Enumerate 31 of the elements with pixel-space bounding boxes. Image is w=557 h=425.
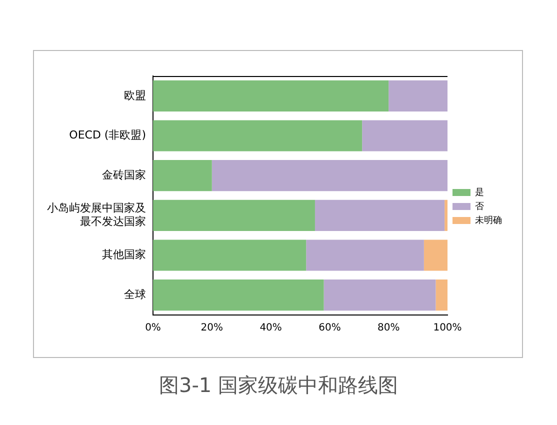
bar (153, 200, 315, 231)
bar (362, 120, 448, 152)
bar (314, 200, 445, 231)
bar (153, 160, 212, 192)
bar (324, 280, 436, 311)
x-tick-label: 60% (318, 322, 341, 334)
bar (424, 240, 448, 271)
y-tick-label: 金砖国家 (102, 168, 146, 182)
bar (436, 280, 448, 311)
bar (212, 160, 448, 192)
x-tick-label: 20% (200, 322, 224, 334)
bar (444, 200, 448, 231)
legend-label: 否 (475, 202, 484, 212)
x-tick-label: 40% (260, 322, 282, 334)
bar (153, 240, 306, 271)
y-tick-label: 其他国家 (102, 248, 146, 262)
bar (388, 80, 448, 112)
y-tick-label: 小岛屿发展中国家及最不发达国家 (47, 202, 146, 228)
legend-label: 未明确 (475, 214, 502, 226)
y-tick-label: 欧盟 (124, 88, 146, 102)
caption: 图3-1 国家级碳中和路线图 (158, 372, 400, 399)
y-tick-label: 全球 (124, 288, 146, 301)
x-tick-label: 0% (145, 322, 161, 334)
x-tick-label: 80% (377, 322, 400, 334)
y-tick-label: OECD (非欧盟) (69, 128, 146, 142)
bar (153, 80, 389, 112)
legend-label: 是 (475, 186, 484, 198)
bar (153, 120, 362, 152)
bar (153, 280, 324, 311)
bar (306, 240, 424, 271)
x-tick-label: 100% (433, 322, 462, 334)
